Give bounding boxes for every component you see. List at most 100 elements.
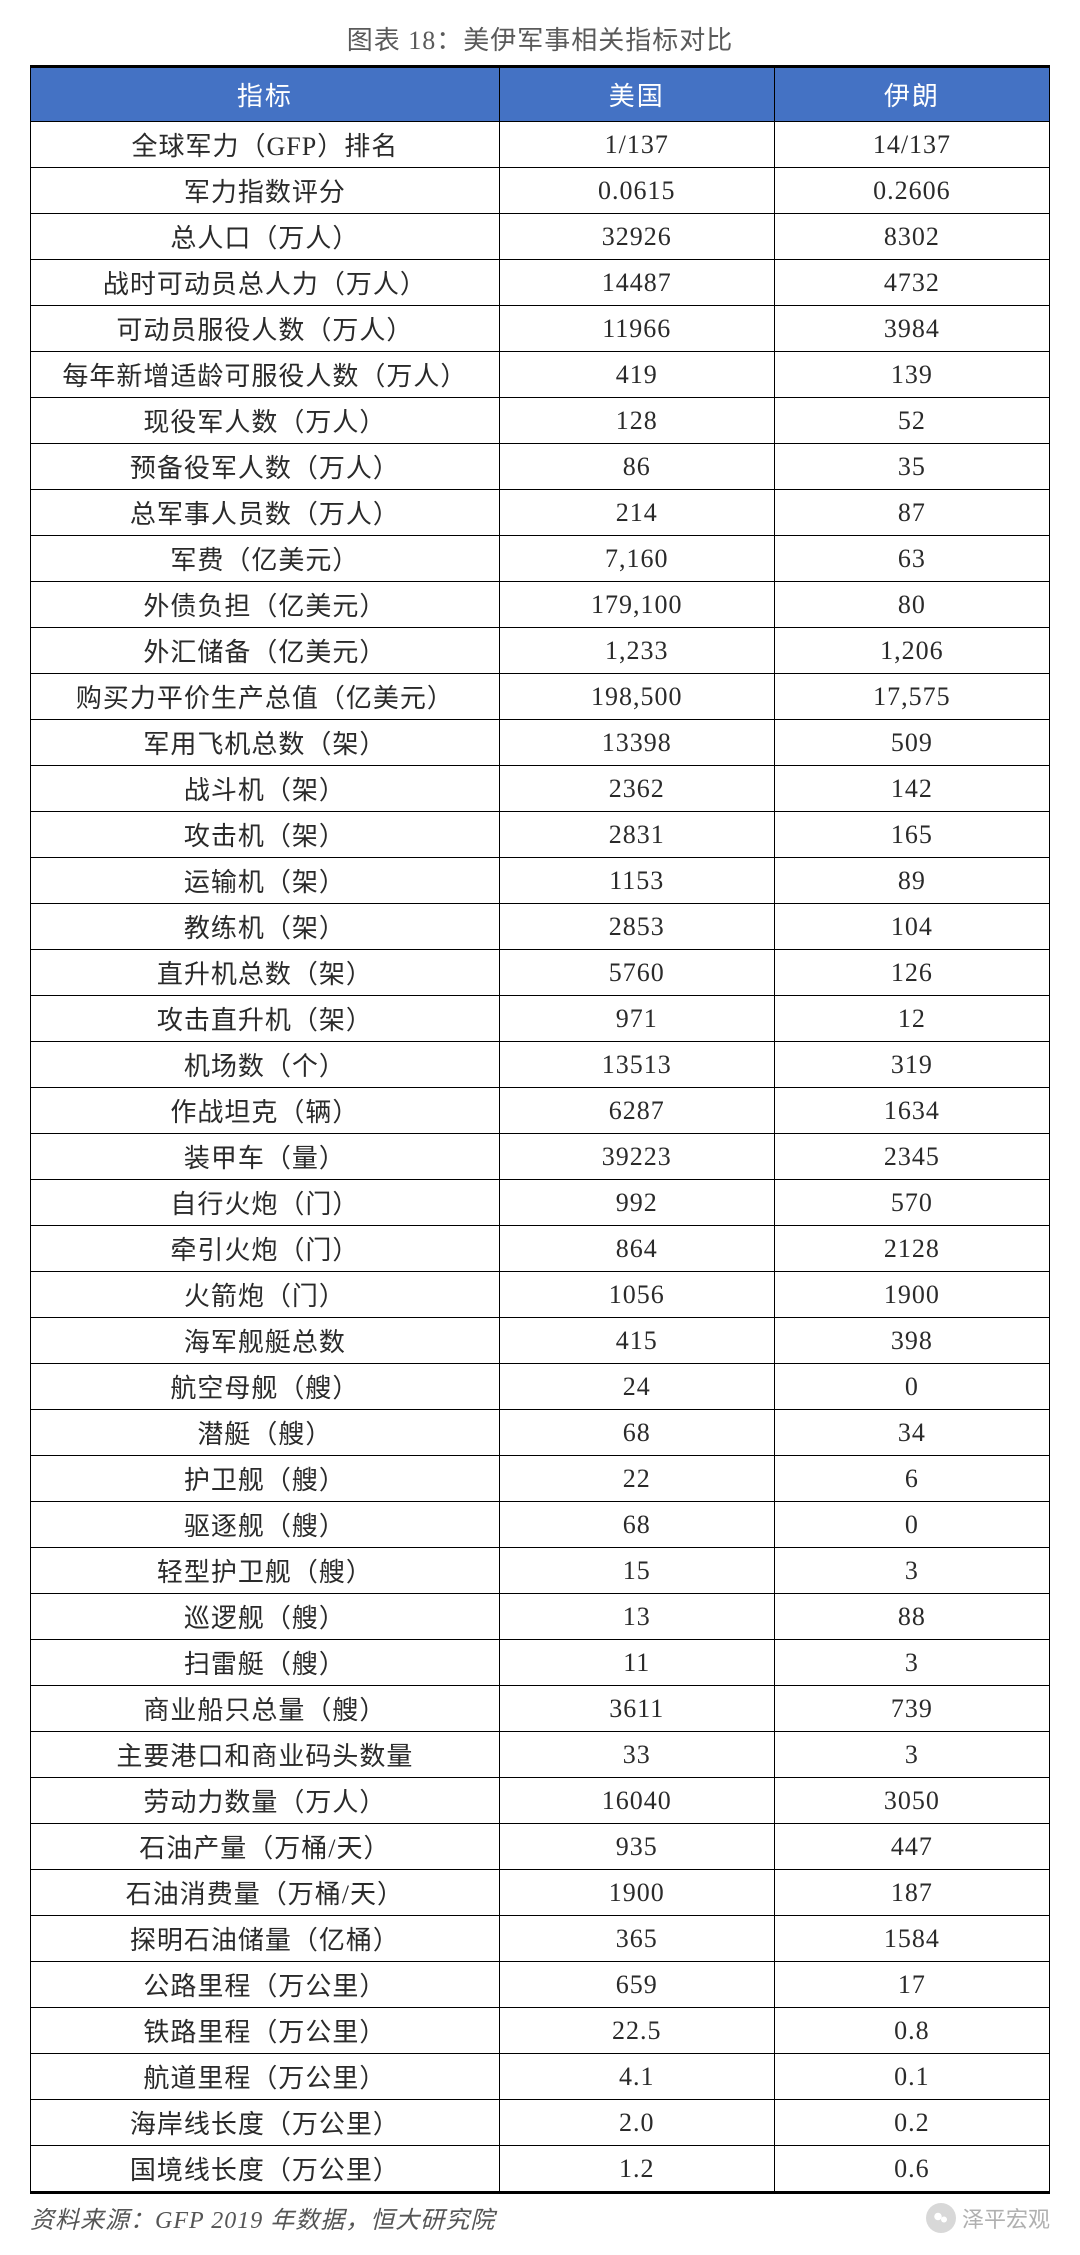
cell-metric: 外债负担（亿美元）	[31, 582, 500, 628]
table-row: 外债负担（亿美元）179,10080	[31, 582, 1050, 628]
cell-iran: 104	[774, 904, 1049, 950]
cell-metric: 海岸线长度（万公里）	[31, 2100, 500, 2146]
table-row: 军用飞机总数（架）13398509	[31, 720, 1050, 766]
cell-metric: 全球军力（GFP）排名	[31, 122, 500, 168]
table-row: 航空母舰（艘）240	[31, 1364, 1050, 1410]
table-row: 海岸线长度（万公里）2.00.2	[31, 2100, 1050, 2146]
cell-metric: 巡逻舰（艘）	[31, 1594, 500, 1640]
col-header-iran: 伊朗	[774, 67, 1049, 122]
cell-usa: 198,500	[499, 674, 774, 720]
cell-usa: 24	[499, 1364, 774, 1410]
cell-iran: 4732	[774, 260, 1049, 306]
cell-iran: 17	[774, 1962, 1049, 2008]
cell-metric: 现役军人数（万人）	[31, 398, 500, 444]
cell-iran: 12	[774, 996, 1049, 1042]
cell-usa: 68	[499, 1410, 774, 1456]
table-row: 外汇储备（亿美元）1,2331,206	[31, 628, 1050, 674]
wechat-icon	[926, 2203, 956, 2233]
cell-metric: 航道里程（万公里）	[31, 2054, 500, 2100]
table-row: 攻击直升机（架）97112	[31, 996, 1050, 1042]
table-row: 扫雷艇（艘）113	[31, 1640, 1050, 1686]
cell-metric: 牵引火炮（门）	[31, 1226, 500, 1272]
table-row: 教练机（架）2853104	[31, 904, 1050, 950]
cell-metric: 运输机（架）	[31, 858, 500, 904]
table-row: 主要港口和商业码头数量333	[31, 1732, 1050, 1778]
cell-usa: 365	[499, 1916, 774, 1962]
comparison-table: 指标 美国 伊朗 全球军力（GFP）排名1/13714/137军力指数评分0.0…	[30, 65, 1050, 2194]
cell-usa: 33	[499, 1732, 774, 1778]
cell-iran: 142	[774, 766, 1049, 812]
cell-usa: 179,100	[499, 582, 774, 628]
cell-iran: 52	[774, 398, 1049, 444]
cell-usa: 128	[499, 398, 774, 444]
cell-metric: 直升机总数（架）	[31, 950, 500, 996]
cell-iran: 1900	[774, 1272, 1049, 1318]
table-row: 攻击机（架）2831165	[31, 812, 1050, 858]
cell-usa: 11	[499, 1640, 774, 1686]
cell-metric: 商业船只总量（艘）	[31, 1686, 500, 1732]
cell-iran: 35	[774, 444, 1049, 490]
cell-metric: 航空母舰（艘）	[31, 1364, 500, 1410]
cell-metric: 护卫舰（艘）	[31, 1456, 500, 1502]
cell-usa: 2.0	[499, 2100, 774, 2146]
cell-usa: 13398	[499, 720, 774, 766]
cell-iran: 87	[774, 490, 1049, 536]
table-row: 军费（亿美元）7,16063	[31, 536, 1050, 582]
table-row: 巡逻舰（艘）1388	[31, 1594, 1050, 1640]
cell-usa: 2853	[499, 904, 774, 950]
table-row: 作战坦克（辆）62871634	[31, 1088, 1050, 1134]
table-row: 牵引火炮（门）8642128	[31, 1226, 1050, 1272]
table-row: 战时可动员总人力（万人）144874732	[31, 260, 1050, 306]
cell-usa: 2362	[499, 766, 774, 812]
cell-metric: 攻击机（架）	[31, 812, 500, 858]
table-row: 总军事人员数（万人）21487	[31, 490, 1050, 536]
source-note: 资料来源：GFP 2019 年数据，恒大研究院	[30, 2200, 495, 2235]
cell-iran: 88	[774, 1594, 1049, 1640]
cell-metric: 铁路里程（万公里）	[31, 2008, 500, 2054]
cell-usa: 16040	[499, 1778, 774, 1824]
cell-usa: 2831	[499, 812, 774, 858]
table-row: 每年新增适龄可服役人数（万人）419139	[31, 352, 1050, 398]
cell-metric: 驱逐舰（艘）	[31, 1502, 500, 1548]
cell-usa: 15	[499, 1548, 774, 1594]
cell-usa: 935	[499, 1824, 774, 1870]
cell-usa: 1/137	[499, 122, 774, 168]
cell-usa: 1900	[499, 1870, 774, 1916]
cell-iran: 3	[774, 1640, 1049, 1686]
table-row: 装甲车（量）392232345	[31, 1134, 1050, 1180]
cell-iran: 2345	[774, 1134, 1049, 1180]
cell-iran: 0.8	[774, 2008, 1049, 2054]
cell-iran: 165	[774, 812, 1049, 858]
cell-usa: 1.2	[499, 2146, 774, 2193]
table-row: 商业船只总量（艘）3611739	[31, 1686, 1050, 1732]
cell-metric: 石油产量（万桶/天）	[31, 1824, 500, 1870]
cell-metric: 预备役军人数（万人）	[31, 444, 500, 490]
cell-iran: 187	[774, 1870, 1049, 1916]
cell-metric: 攻击直升机（架）	[31, 996, 500, 1042]
cell-iran: 447	[774, 1824, 1049, 1870]
cell-usa: 214	[499, 490, 774, 536]
table-row: 购买力平价生产总值（亿美元）198,50017,575	[31, 674, 1050, 720]
cell-iran: 509	[774, 720, 1049, 766]
cell-metric: 主要港口和商业码头数量	[31, 1732, 500, 1778]
cell-metric: 可动员服役人数（万人）	[31, 306, 500, 352]
cell-iran: 3	[774, 1548, 1049, 1594]
cell-iran: 398	[774, 1318, 1049, 1364]
cell-usa: 0.0615	[499, 168, 774, 214]
cell-iran: 80	[774, 582, 1049, 628]
chart-title: 图表 18：美伊军事相关指标对比	[30, 20, 1050, 57]
cell-usa: 22.5	[499, 2008, 774, 2054]
cell-iran: 739	[774, 1686, 1049, 1732]
table-row: 潜艇（艘）6834	[31, 1410, 1050, 1456]
cell-metric: 火箭炮（门）	[31, 1272, 500, 1318]
cell-usa: 5760	[499, 950, 774, 996]
cell-metric: 国境线长度（万公里）	[31, 2146, 500, 2193]
cell-iran: 0.6	[774, 2146, 1049, 2193]
table-row: 预备役军人数（万人）8635	[31, 444, 1050, 490]
table-header-row: 指标 美国 伊朗	[31, 67, 1050, 122]
cell-metric: 军力指数评分	[31, 168, 500, 214]
table-row: 全球军力（GFP）排名1/13714/137	[31, 122, 1050, 168]
watermark: 泽平宏观	[926, 2202, 1050, 2234]
table-row: 探明石油储量（亿桶）3651584	[31, 1916, 1050, 1962]
table-row: 石油产量（万桶/天）935447	[31, 1824, 1050, 1870]
